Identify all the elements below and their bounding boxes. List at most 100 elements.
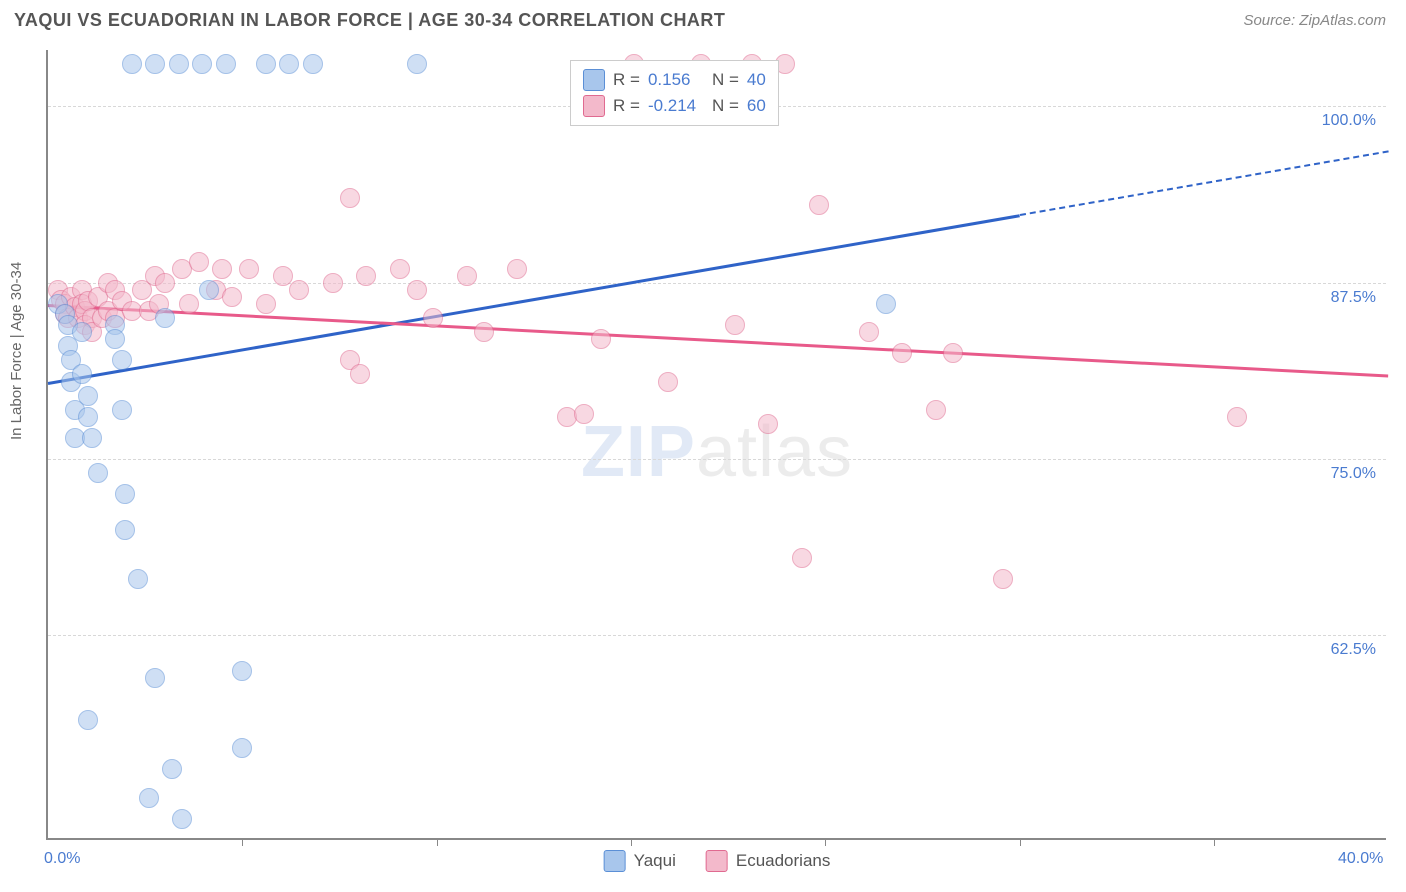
legend-row: R = -0.214 N = 60 <box>583 93 766 119</box>
data-point <box>82 428 102 448</box>
y-tick-label: 62.5% <box>1331 641 1376 659</box>
data-point <box>303 54 323 74</box>
data-point <box>139 788 159 808</box>
r-label: R = <box>613 96 640 116</box>
data-point <box>658 372 678 392</box>
x-tick <box>242 838 243 846</box>
data-point <box>859 322 879 342</box>
data-point <box>72 364 92 384</box>
data-point <box>216 54 236 74</box>
x-tick-label: 40.0% <box>1338 850 1383 868</box>
data-point <box>423 308 443 328</box>
legend-swatch <box>583 95 605 117</box>
data-point <box>239 259 259 279</box>
data-point <box>758 414 778 434</box>
data-point <box>212 259 232 279</box>
data-point <box>993 569 1013 589</box>
legend-row: R = 0.156 N = 40 <box>583 67 766 93</box>
data-point <box>232 738 252 758</box>
n-value: 60 <box>747 96 766 116</box>
data-point <box>145 668 165 688</box>
data-point <box>169 54 189 74</box>
data-point <box>88 463 108 483</box>
legend-swatch <box>706 850 728 872</box>
correlation-legend: R = 0.156 N = 40 R = -0.214 N = 60 <box>570 60 779 126</box>
data-point <box>128 569 148 589</box>
data-point <box>172 809 192 829</box>
legend-item: Yaqui <box>604 850 676 872</box>
data-point <box>279 54 299 74</box>
x-tick <box>631 838 632 846</box>
r-label: R = <box>613 70 640 90</box>
data-point <box>407 54 427 74</box>
data-point <box>256 294 276 314</box>
x-tick <box>437 838 438 846</box>
data-point <box>792 548 812 568</box>
data-point <box>179 294 199 314</box>
data-point <box>340 188 360 208</box>
data-point <box>199 280 219 300</box>
n-label: N = <box>712 96 739 116</box>
data-point <box>222 287 242 307</box>
y-tick-label: 100.0% <box>1322 112 1376 130</box>
n-value: 40 <box>747 70 766 90</box>
chart-source: Source: ZipAtlas.com <box>1243 12 1386 29</box>
data-point <box>892 343 912 363</box>
data-point <box>189 252 209 272</box>
data-point <box>350 364 370 384</box>
y-tick-label: 75.0% <box>1331 465 1376 483</box>
data-point <box>162 759 182 779</box>
data-point <box>809 195 829 215</box>
y-tick-label: 87.5% <box>1331 289 1376 307</box>
r-value: -0.214 <box>648 96 704 116</box>
data-point <box>105 329 125 349</box>
data-point <box>232 661 252 681</box>
data-point <box>115 484 135 504</box>
watermark: ZIPatlas <box>581 411 853 493</box>
series-legend: Yaqui Ecuadorians <box>604 850 831 872</box>
data-point <box>155 308 175 328</box>
x-tick <box>1020 838 1021 846</box>
legend-label: Ecuadorians <box>736 851 831 871</box>
legend-label: Yaqui <box>634 851 676 871</box>
data-point <box>507 259 527 279</box>
data-point <box>115 520 135 540</box>
data-point <box>112 400 132 420</box>
gridline-h <box>48 283 1386 284</box>
legend-swatch <box>583 69 605 91</box>
data-point <box>574 404 594 424</box>
regression-line-extrapolated <box>1019 150 1388 216</box>
n-label: N = <box>712 70 739 90</box>
data-point <box>78 710 98 730</box>
data-point <box>192 54 212 74</box>
x-tick <box>825 838 826 846</box>
data-point <box>155 273 175 293</box>
x-tick <box>1214 838 1215 846</box>
chart-title: YAQUI VS ECUADORIAN IN LABOR FORCE | AGE… <box>14 10 725 31</box>
gridline-h <box>48 635 1386 636</box>
gridline-h <box>48 459 1386 460</box>
correlation-chart: ZIPatlas 62.5%75.0%87.5%100.0%0.0%40.0%R… <box>46 50 1386 840</box>
data-point <box>323 273 343 293</box>
data-point <box>926 400 946 420</box>
data-point <box>876 294 896 314</box>
y-axis-label: In Labor Force | Age 30-34 <box>8 262 25 440</box>
data-point <box>1227 407 1247 427</box>
data-point <box>256 54 276 74</box>
data-point <box>356 266 376 286</box>
data-point <box>457 266 477 286</box>
data-point <box>407 280 427 300</box>
regression-line <box>48 304 1388 378</box>
chart-header: YAQUI VS ECUADORIAN IN LABOR FORCE | AGE… <box>0 0 1406 41</box>
r-value: 0.156 <box>648 70 704 90</box>
legend-swatch <box>604 850 626 872</box>
legend-item: Ecuadorians <box>706 850 831 872</box>
data-point <box>474 322 494 342</box>
data-point <box>289 280 309 300</box>
data-point <box>591 329 611 349</box>
data-point <box>725 315 745 335</box>
data-point <box>122 54 142 74</box>
data-point <box>390 259 410 279</box>
data-point <box>112 350 132 370</box>
data-point <box>78 407 98 427</box>
